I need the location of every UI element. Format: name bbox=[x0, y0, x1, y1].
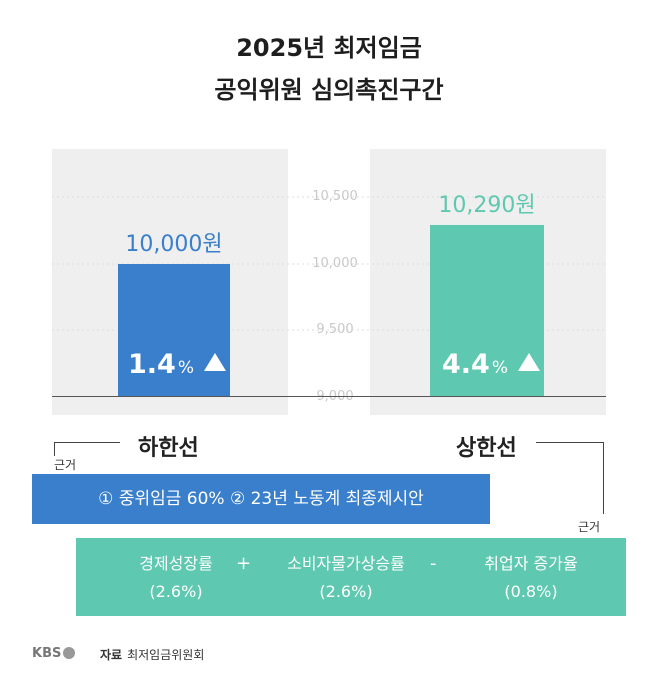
kbs-logo-icon bbox=[63, 647, 76, 659]
upper-connector-line bbox=[536, 442, 604, 443]
lower-basis-box: ① 중위임금 60% ② 23년 노동계 최종제시안 bbox=[32, 474, 490, 524]
source-line: 자료 최저임금위원회 bbox=[100, 646, 204, 663]
lower-connector-line bbox=[54, 442, 120, 443]
y-tick-label: 10,500 bbox=[312, 189, 358, 204]
up-triangle-icon bbox=[518, 353, 540, 371]
bar-pct-label-upper: 4.4% bbox=[442, 349, 540, 380]
pct-unit: % bbox=[177, 358, 194, 378]
basis-item-name: 취업자 증가율 bbox=[484, 554, 578, 573]
basis-item-economic-growth: 경제성장률 (2.6%) bbox=[106, 550, 246, 606]
logo-text: KBS bbox=[32, 646, 62, 661]
plus-operator: + bbox=[236, 553, 252, 574]
upper-basis-tag: 근거 bbox=[578, 520, 601, 534]
y-tick-label: 9,500 bbox=[316, 322, 354, 337]
category-label-upper: 상한선 bbox=[456, 436, 517, 461]
upper-connector-line bbox=[603, 442, 604, 514]
chart-title-line1: 2025년 최저임금 bbox=[236, 34, 422, 62]
category-label-lower: 하한선 bbox=[138, 436, 199, 461]
bar-pct-label-lower: 1.4% bbox=[128, 349, 226, 380]
bar-value-label: 10,000원 bbox=[125, 231, 223, 257]
source-label: 자료 bbox=[100, 648, 123, 662]
pct-number: 1.4 bbox=[128, 349, 176, 380]
y-tick-label: 10,000 bbox=[312, 256, 358, 271]
lower-basis-tag: 근거 bbox=[54, 458, 77, 472]
up-triangle-icon bbox=[204, 353, 226, 371]
chart-baseline bbox=[52, 396, 606, 397]
basis-item-name: 소비자물가상승률 bbox=[287, 554, 405, 573]
minus-operator: - bbox=[430, 553, 437, 574]
basis-item-employment: 취업자 증가율 (0.8%) bbox=[456, 550, 606, 606]
bar-value-label: 10,290원 bbox=[438, 193, 536, 218]
basis-item-value: (0.8%) bbox=[504, 582, 558, 601]
bar-lower-bound bbox=[118, 263, 230, 397]
kbs-logo: KBS bbox=[32, 646, 76, 661]
basis-item-cpi: 소비자물가상승률 (2.6%) bbox=[261, 550, 431, 606]
basis-item-value: (2.6%) bbox=[319, 582, 373, 601]
pct-number: 4.4 bbox=[442, 349, 490, 380]
basis-item-value: (2.6%) bbox=[149, 582, 203, 601]
pct-unit: % bbox=[491, 358, 508, 378]
source-text: 최저임금위원회 bbox=[127, 648, 205, 662]
lower-connector-line bbox=[54, 442, 55, 456]
basis-item-name: 경제성장률 bbox=[139, 554, 213, 573]
upper-basis-box: 경제성장률 (2.6%) + 소비자물가상승률 (2.6%) - 취업자 증가율… bbox=[76, 538, 626, 616]
chart-title-line2: 공익위원 심의촉진구간 bbox=[214, 76, 444, 104]
